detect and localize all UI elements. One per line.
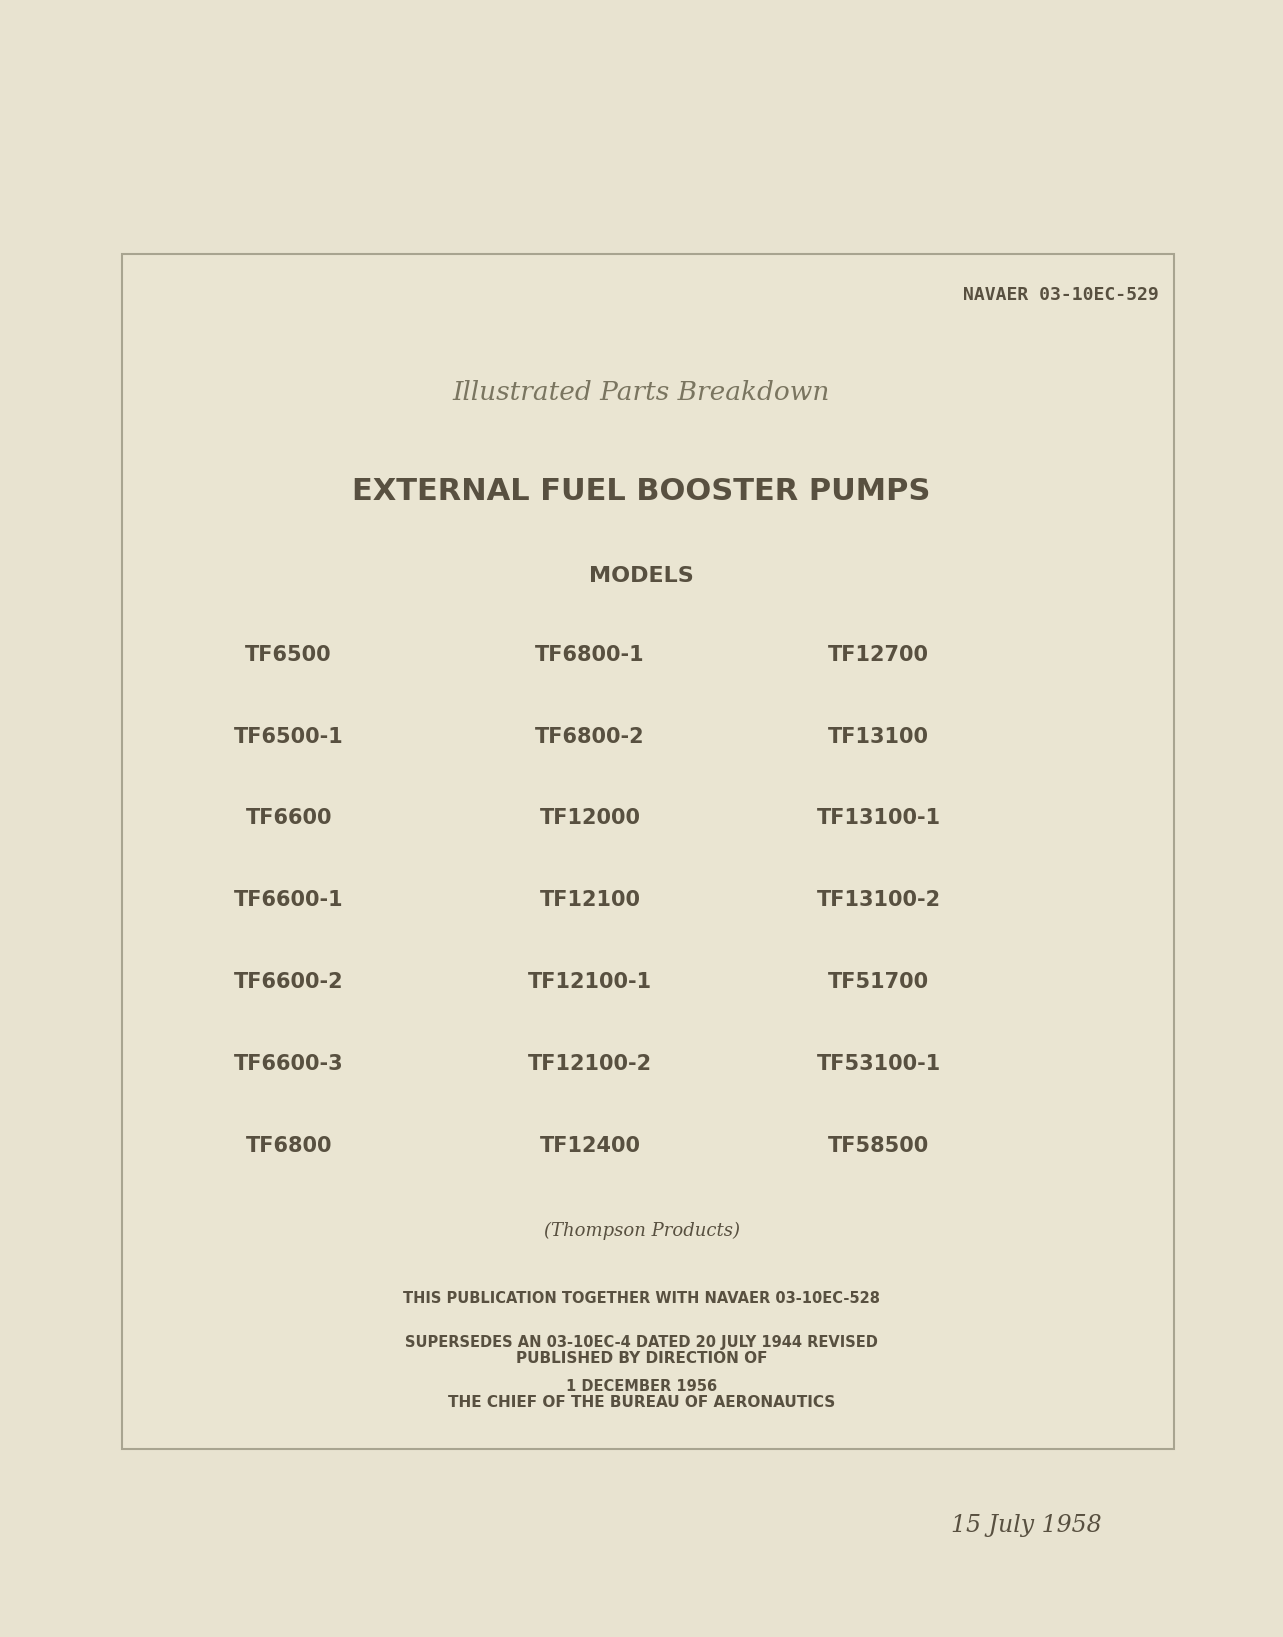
Text: EXTERNAL FUEL BOOSTER PUMPS: EXTERNAL FUEL BOOSTER PUMPS xyxy=(353,476,930,506)
Text: (Thompson Products): (Thompson Products) xyxy=(544,1221,739,1241)
Text: TF6600-3: TF6600-3 xyxy=(234,1054,344,1074)
Text: THIS PUBLICATION TOGETHER WITH NAVAER 03-10EC-528: THIS PUBLICATION TOGETHER WITH NAVAER 03… xyxy=(403,1290,880,1306)
Text: TF12100: TF12100 xyxy=(540,891,640,910)
Text: TF6500-1: TF6500-1 xyxy=(234,727,344,746)
Text: NAVAER 03-10EC-529: NAVAER 03-10EC-529 xyxy=(962,286,1159,304)
Text: TF6600-2: TF6600-2 xyxy=(234,972,344,992)
Bar xyxy=(122,254,1174,1449)
Text: TF6800-2: TF6800-2 xyxy=(535,727,645,746)
Text: TF13100-2: TF13100-2 xyxy=(817,891,940,910)
Text: Illustrated Parts Breakdown: Illustrated Parts Breakdown xyxy=(453,380,830,406)
Text: TF12400: TF12400 xyxy=(540,1136,640,1156)
Text: TF6600-1: TF6600-1 xyxy=(234,891,344,910)
Text: THE CHIEF OF THE BUREAU OF AERONAUTICS: THE CHIEF OF THE BUREAU OF AERONAUTICS xyxy=(448,1395,835,1411)
Text: TF51700: TF51700 xyxy=(829,972,929,992)
Text: TF6800-1: TF6800-1 xyxy=(535,645,645,665)
Text: TF6500: TF6500 xyxy=(245,645,332,665)
Text: TF13100-1: TF13100-1 xyxy=(817,809,940,828)
Text: PUBLISHED BY DIRECTION OF: PUBLISHED BY DIRECTION OF xyxy=(516,1351,767,1367)
Text: TF12100-1: TF12100-1 xyxy=(529,972,652,992)
Text: TF6600: TF6600 xyxy=(245,809,332,828)
Text: TF12000: TF12000 xyxy=(540,809,640,828)
Text: TF58500: TF58500 xyxy=(829,1136,929,1156)
Text: TF13100: TF13100 xyxy=(829,727,929,746)
Text: TF12700: TF12700 xyxy=(829,645,929,665)
Text: MODELS: MODELS xyxy=(589,566,694,586)
Text: 15 July 1958: 15 July 1958 xyxy=(951,1514,1102,1537)
Text: TF12100-2: TF12100-2 xyxy=(529,1054,652,1074)
Text: SUPERSEDES AN 03-10EC-4 DATED 20 JULY 1944 REVISED: SUPERSEDES AN 03-10EC-4 DATED 20 JULY 19… xyxy=(405,1334,878,1351)
Text: TF6800: TF6800 xyxy=(245,1136,332,1156)
Text: TF53100-1: TF53100-1 xyxy=(817,1054,940,1074)
Text: 1 DECEMBER 1956: 1 DECEMBER 1956 xyxy=(566,1378,717,1395)
